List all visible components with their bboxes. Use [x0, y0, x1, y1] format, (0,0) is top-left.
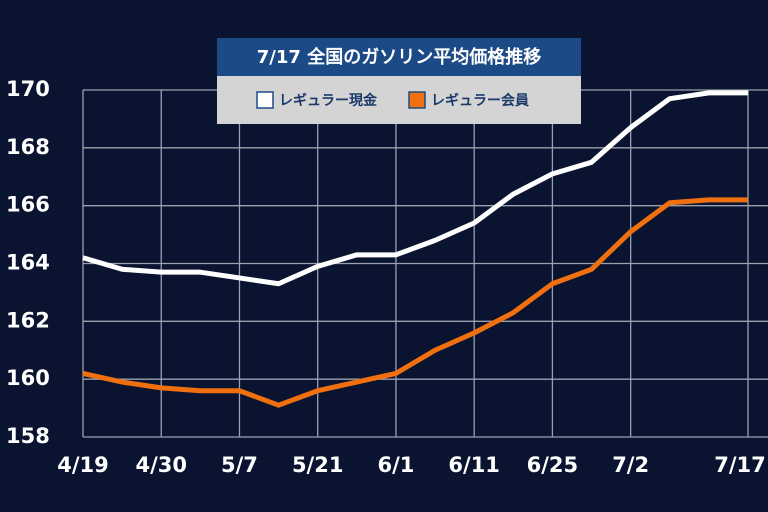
y-tick-label: 164 [6, 251, 50, 275]
x-tick-label: 5/21 [292, 453, 344, 477]
grid: 158 160 162 164 166 168 170 4/19 4/30 5/7 5/21 6/1 6… [6, 77, 768, 477]
legend-box [217, 76, 581, 124]
series-line [82, 197, 748, 408]
x-tick-label: 6/11 [448, 453, 500, 477]
x-tick-label: 6/25 [527, 453, 579, 477]
y-tick-label: 162 [6, 308, 50, 332]
x-tick-label: 5/7 [221, 453, 258, 477]
x-tick-label: 4/30 [135, 453, 187, 477]
legend-label: レギュラー会員 [431, 92, 529, 109]
y-tick-label: 166 [6, 193, 50, 217]
chart-title: 7/17 全国のガソリン平均価格推移 [257, 46, 541, 68]
x-tick-label: 7/17 [714, 453, 766, 477]
y-tick-label: 160 [6, 366, 50, 390]
title-box [217, 38, 581, 76]
legend-swatch [256, 91, 274, 109]
y-tick-label: 170 [6, 77, 50, 101]
y-tick-label: 168 [6, 135, 50, 159]
legend-swatch [408, 91, 426, 109]
x-tick-label: 4/19 [57, 453, 109, 477]
y-tick-label: 158 [6, 424, 50, 448]
x-tick-label: 7/2 [612, 453, 649, 477]
x-tick-label: 6/1 [377, 453, 414, 477]
series-line [82, 90, 748, 287]
legend: レギュラー現金 レギュラー会員 [256, 91, 529, 109]
lines [82, 90, 748, 408]
legend-label: レギュラー現金 [279, 92, 378, 109]
